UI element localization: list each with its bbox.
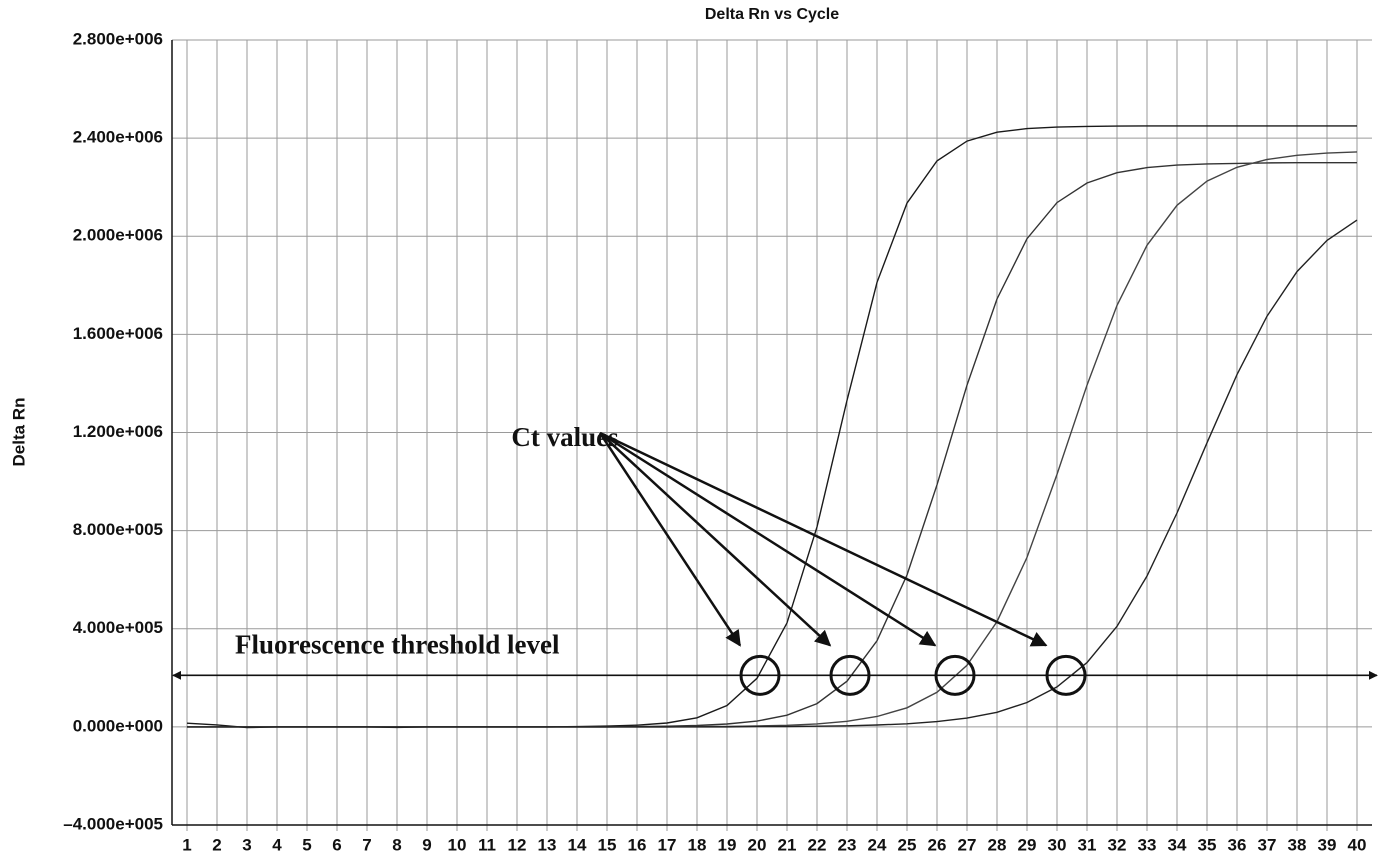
x-tick-label: 28 bbox=[988, 835, 1007, 854]
x-tick-label: 34 bbox=[1168, 835, 1187, 854]
x-tick-label: 17 bbox=[658, 835, 677, 854]
x-tick-label: 7 bbox=[362, 835, 371, 854]
y-tick-label: –4.000e+005 bbox=[63, 814, 163, 833]
ct-label: Ct values bbox=[511, 422, 618, 452]
x-tick-label: 8 bbox=[392, 835, 401, 854]
x-tick-label: 32 bbox=[1108, 835, 1127, 854]
x-tick-label: 39 bbox=[1318, 835, 1337, 854]
x-tick-label: 24 bbox=[868, 835, 887, 854]
x-tick-label: 3 bbox=[242, 835, 251, 854]
x-tick-label: 21 bbox=[778, 835, 797, 854]
ct-arrow bbox=[599, 431, 1048, 647]
y-tick-label: 2.400e+006 bbox=[73, 128, 163, 147]
x-tick-label: 33 bbox=[1138, 835, 1157, 854]
ct-marker bbox=[829, 654, 871, 696]
ct-marker bbox=[934, 654, 976, 696]
x-tick-label: 27 bbox=[958, 835, 977, 854]
y-tick-label: 4.000e+005 bbox=[73, 618, 163, 637]
x-tick-label: 36 bbox=[1228, 835, 1247, 854]
x-tick-label: 13 bbox=[538, 835, 557, 854]
y-axis-label: Delta Rn bbox=[9, 398, 28, 467]
x-tick-label: 15 bbox=[598, 835, 617, 854]
y-tick-label: 8.000e+005 bbox=[73, 520, 163, 539]
x-tick-label: 19 bbox=[718, 835, 737, 854]
x-tick-label: 29 bbox=[1018, 835, 1037, 854]
x-tick-label: 40 bbox=[1348, 835, 1367, 854]
x-tick-label: 16 bbox=[628, 835, 647, 854]
x-tick-label: 35 bbox=[1198, 835, 1217, 854]
amplification-curve bbox=[187, 219, 1358, 728]
x-tick-label: 5 bbox=[302, 835, 311, 854]
x-tick-label: 38 bbox=[1288, 835, 1307, 854]
x-tick-label: 4 bbox=[272, 835, 282, 854]
x-tick-label: 30 bbox=[1048, 835, 1067, 854]
x-tick-label: 31 bbox=[1078, 835, 1097, 854]
x-tick-label: 1 bbox=[182, 835, 191, 854]
y-tick-label: 1.600e+006 bbox=[73, 324, 163, 343]
ct-arrow bbox=[599, 432, 832, 647]
x-tick-label: 25 bbox=[898, 835, 917, 854]
x-tick-label: 11 bbox=[478, 835, 496, 854]
ct-marker bbox=[739, 654, 781, 696]
y-tick-label: 1.200e+006 bbox=[73, 422, 163, 441]
chart-title: Delta Rn vs Cycle bbox=[705, 6, 839, 23]
x-tick-label: 14 bbox=[568, 835, 587, 854]
y-tick-label: 0.000e+000 bbox=[73, 716, 163, 735]
x-tick-label: 12 bbox=[508, 835, 527, 854]
ct-arrow bbox=[599, 431, 937, 647]
x-tick-label: 26 bbox=[928, 835, 947, 854]
x-tick-label: 18 bbox=[688, 835, 707, 854]
x-tick-label: 37 bbox=[1258, 835, 1277, 854]
y-tick-label: 2.000e+006 bbox=[73, 226, 163, 245]
ct-marker bbox=[1045, 654, 1087, 696]
x-tick-label: 22 bbox=[808, 835, 827, 854]
y-tick-label: 2.800e+006 bbox=[73, 29, 163, 48]
x-tick-label: 10 bbox=[448, 835, 467, 854]
x-tick-label: 2 bbox=[212, 835, 221, 854]
x-tick-label: 20 bbox=[748, 835, 767, 854]
ct-arrow bbox=[598, 432, 742, 647]
threshold-label: Fluorescence threshold level bbox=[235, 630, 560, 660]
x-tick-label: 9 bbox=[422, 835, 431, 854]
x-tick-label: 23 bbox=[838, 835, 857, 854]
x-tick-label: 6 bbox=[332, 835, 341, 854]
